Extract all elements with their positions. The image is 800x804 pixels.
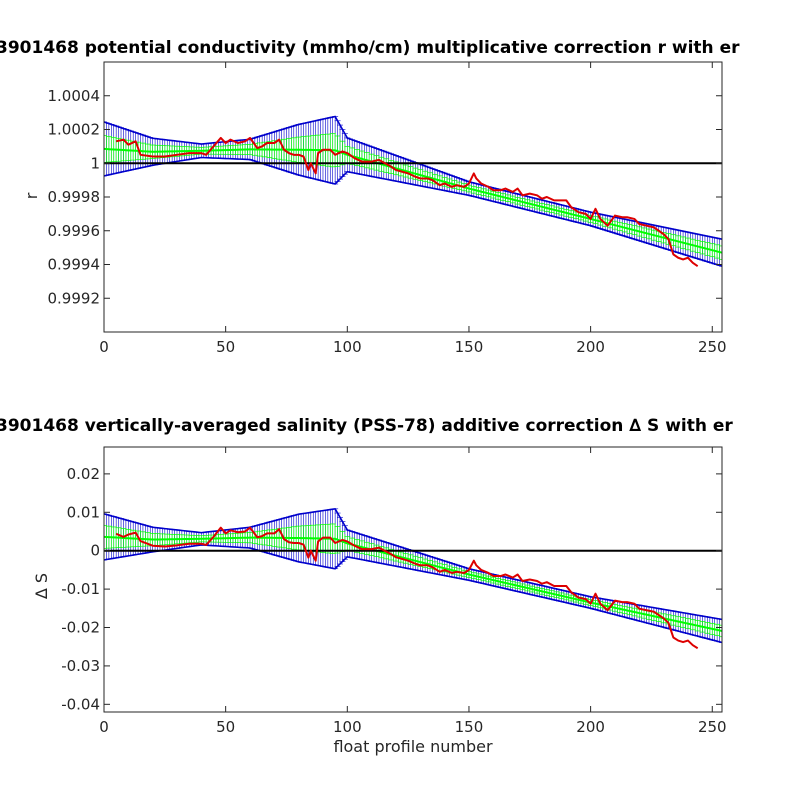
y-tick-label: 0.01: [67, 503, 100, 521]
x-tick-label: 200: [576, 338, 605, 356]
error-bars-p1: [104, 508, 722, 643]
panel-salinity: 3901468 vertically-averaged salinity (PS…: [0, 416, 733, 756]
chart-title-conductivity: 3901468 potential conductivity (mmho/cm)…: [0, 38, 740, 58]
fit-line: [104, 535, 722, 632]
y-tick-label: -0.03: [61, 657, 100, 675]
raw-correction-line: [115, 136, 699, 268]
raw-correction-line: [115, 526, 699, 650]
y-tick-label: -0.02: [61, 619, 100, 637]
x-tick-label: 50: [216, 718, 235, 736]
axes-box: [103, 446, 723, 713]
y-tick-label: 0.9992: [48, 289, 101, 307]
x-tick-label: 250: [698, 338, 727, 356]
y-axis-label-conductivity: r: [22, 192, 41, 199]
y-tick-label: -0.04: [61, 695, 100, 713]
y-tick-label: -0.01: [61, 580, 100, 598]
x-tick-label: 0: [99, 718, 109, 736]
x-tick-label: 0: [99, 338, 109, 356]
envelope-upper: [104, 115, 722, 240]
y-tick-label: 1.0004: [48, 87, 101, 105]
fit-error-bars-p1: [104, 523, 722, 638]
error-bars-p0: [104, 116, 722, 267]
x-tick-label: 100: [333, 718, 362, 736]
x-tick-label: 100: [333, 338, 362, 356]
panel-conductivity: 3901468 potential conductivity (mmho/cm)…: [0, 38, 740, 356]
chart-title-salinity: 3901468 vertically-averaged salinity (PS…: [0, 416, 733, 436]
y-tick-label: 0.02: [67, 465, 100, 483]
x-axis-label: float profile number: [333, 737, 493, 756]
y-tick-label: 0: [90, 542, 100, 560]
plot-area-salinity: [103, 446, 723, 713]
y-tick-label: 1.0002: [48, 121, 101, 139]
ticks-conductivity: 0 50 100 150 200 250 0.9992 0.9994 0.9996 0.9998 1…: [48, 62, 727, 356]
y-axis-label-salinity: ∆ S: [32, 573, 51, 600]
y-tick-label: 1: [90, 154, 100, 172]
y-tick-label: 0.9994: [48, 256, 101, 274]
x-tick-label: 150: [455, 338, 484, 356]
x-tick-label: 50: [216, 338, 235, 356]
ticks-salinity: 0 50 100 150 200 250 -0.04 -0.03 -0.02 -0.01 0 0.01…: [61, 447, 727, 736]
x-tick-label: 250: [698, 718, 727, 736]
y-tick-label: 0.9996: [48, 222, 101, 240]
envelope-lower: [104, 156, 722, 267]
axes-box: [103, 61, 723, 333]
x-tick-label: 200: [576, 718, 605, 736]
x-tick-label: 150: [455, 718, 484, 736]
y-tick-label: 0.9998: [48, 188, 101, 206]
fit-line: [104, 147, 722, 254]
plot-area-conductivity: [103, 61, 723, 333]
